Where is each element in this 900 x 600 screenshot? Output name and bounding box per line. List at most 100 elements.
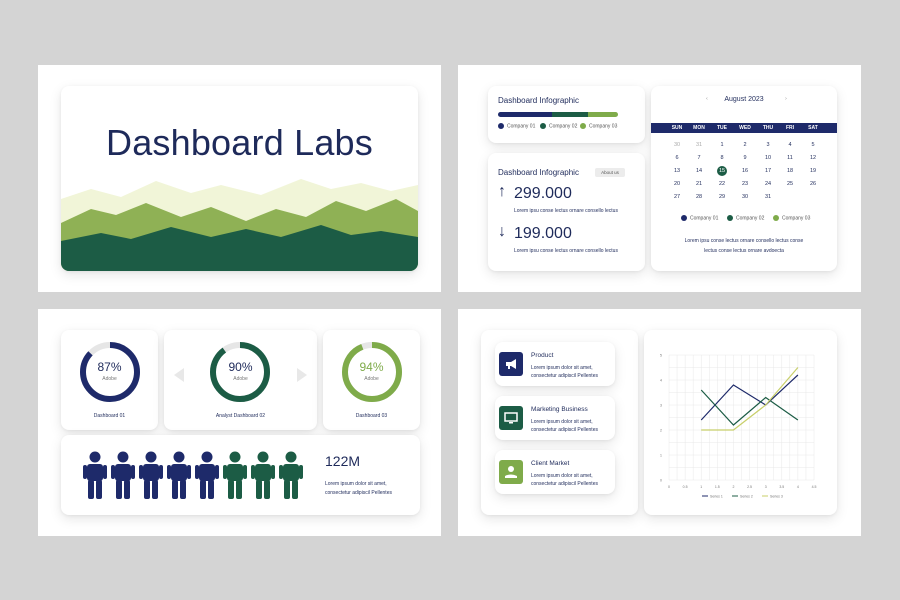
weekday: SAT — [808, 125, 818, 131]
calendar-day[interactable]: 27 — [673, 194, 681, 200]
infographic-bar-card: Dashboard Infographic Company 01 Company… — [488, 86, 645, 143]
series-line — [701, 367, 799, 431]
calendar-day[interactable]: 18 — [786, 168, 794, 174]
weekday: THU — [762, 125, 774, 131]
calendar-day[interactable]: 9 — [743, 155, 747, 161]
calendar-day[interactable]: 3 — [766, 142, 770, 148]
calendar-caption-line1: Lorem ipsu conse lectus ornare consello … — [684, 238, 804, 244]
people-text-line1: Lorem ipsum dolor sit amet, — [325, 481, 387, 487]
bar-segment-company-01 — [498, 112, 552, 117]
feature-title: Product — [531, 352, 554, 359]
legend-item: Company 02 — [727, 215, 764, 221]
card-title: Dashboard Infographic — [498, 168, 579, 177]
y-tick-label: 2 — [660, 429, 662, 433]
people-text-line2: consectetur adipiscil Pellentes — [325, 490, 392, 496]
donut-chart — [210, 342, 270, 402]
person-icon — [139, 451, 163, 504]
x-tick-label: 1 — [700, 485, 702, 489]
weekday: FRI — [785, 125, 795, 131]
line-chart-card: 0 1 2 3 4 5 0 0.5 1 1.5 2 2.5 3 3.5 4 4.5 Series 1 Series… — [644, 330, 837, 515]
donut-caption: Analyst Dashboard 02 — [215, 413, 266, 419]
calendar-day[interactable]: 25 — [786, 181, 794, 187]
page-title: Dashboard Labs — [106, 122, 373, 163]
weekday: SUN — [671, 125, 683, 131]
donut-card-1: 87% Adobe Dashboard 01 — [61, 330, 158, 430]
next-month-icon[interactable]: › — [785, 96, 787, 102]
calendar-day[interactable]: 30 — [741, 194, 749, 200]
up-text: Lorem ipsu conse lectus ornare consello … — [514, 208, 618, 214]
donut-sub: Adobe — [102, 376, 117, 382]
legend-label: Series 2 — [740, 495, 753, 499]
card-title: Dashboard Infographic — [498, 96, 579, 105]
calendar-card: ‹ August 2023 › SUN MON TUE WED THU FRI … — [651, 86, 837, 271]
weekday: MON — [693, 125, 705, 131]
about-us-button[interactable]: About us — [595, 168, 625, 177]
down-value: 199.000 — [514, 225, 572, 242]
people-value: 122M — [325, 453, 361, 469]
calendar-day[interactable]: 20 — [673, 181, 681, 187]
slide-features-chart: Product Lorem ipsum dolor sit amet, conse… — [458, 309, 861, 536]
calendar-day[interactable]: 19 — [809, 168, 817, 174]
calendar-day[interactable]: 12 — [809, 155, 817, 161]
up-value: 299.000 — [514, 185, 572, 202]
calendar-day[interactable]: 30 — [673, 142, 681, 148]
calendar-day[interactable]: 26 — [809, 181, 817, 187]
calendar-day[interactable]: 5 — [811, 142, 815, 148]
calendar-day[interactable]: 4 — [788, 142, 792, 148]
bar-segment-company-02 — [552, 112, 588, 117]
x-tick-label: 3.5 — [779, 485, 784, 489]
calendar-day[interactable]: 31 — [764, 194, 772, 200]
calendar-caption-line2: lectus conse lectus ornare avdoecta — [704, 248, 784, 254]
calendar-day[interactable]: 16 — [741, 168, 749, 174]
calendar-day[interactable]: 1 — [720, 142, 724, 148]
prev-month-icon[interactable]: ‹ — [706, 96, 708, 102]
calendar-day[interactable]: 29 — [718, 194, 726, 200]
person-icon — [195, 451, 219, 504]
donut-chart — [342, 342, 402, 402]
donut-sub: Adobe — [364, 376, 379, 382]
calendar-day[interactable]: 7 — [697, 155, 701, 161]
calendar-day[interactable]: 6 — [675, 155, 679, 161]
y-tick-label: 4 — [660, 379, 662, 383]
series-line — [700, 374, 799, 421]
calendar-day[interactable]: 11 — [787, 155, 793, 161]
donut-chart — [80, 342, 140, 402]
calendar-day[interactable]: 17 — [764, 168, 772, 174]
person-icon — [167, 451, 191, 504]
legend-item: Company 02 — [540, 123, 577, 129]
calendar-day[interactable]: 21 — [695, 181, 703, 187]
feature-text: Lorem ipsum dolor sit amet, consectetur a… — [531, 473, 598, 487]
donut-card-3: 94% Adobe Dashboard 03 — [323, 330, 420, 430]
calendar-day[interactable]: 24 — [764, 181, 772, 187]
arrow-down-icon: ↓ — [498, 223, 506, 240]
calendar-day[interactable]: 8 — [720, 155, 724, 161]
calendar-day[interactable]: 10 — [764, 155, 772, 161]
calendar-weekday-header: SUN MON TUE WED THU FRI SAT — [651, 123, 837, 133]
calendar-day[interactable]: 22 — [718, 181, 726, 187]
feature-title: Marketing Business — [531, 406, 588, 413]
calendar-day[interactable]: 15 — [717, 166, 727, 176]
calendar-day[interactable]: 13 — [673, 168, 681, 174]
legend-item: Company 03 — [773, 215, 810, 221]
slide-infographic: Dashboard Infographic Company 01 Company… — [458, 65, 861, 292]
legend-label: Series 1 — [710, 495, 723, 499]
x-tick-label: 0.5 — [683, 485, 688, 489]
calendar-day[interactable]: 23 — [741, 181, 749, 187]
prev-arrow-icon[interactable] — [174, 368, 184, 382]
donut-percent: 87% — [97, 360, 122, 374]
donut-caption: Dashboard 03 — [355, 413, 388, 419]
calendar-day[interactable]: 14 — [695, 168, 703, 174]
x-tick-label: 4 — [797, 485, 799, 489]
next-arrow-icon[interactable] — [297, 368, 307, 382]
calendar-day[interactable]: 2 — [743, 142, 747, 148]
x-tick-label: 3 — [765, 485, 767, 489]
legend-item: Company 01 — [498, 123, 535, 129]
feature-card-client: Client Market Lorem ipsum dolor sit amet… — [495, 450, 615, 494]
calendar-day[interactable]: 28 — [695, 194, 703, 200]
donut-percent: 90% — [228, 360, 253, 374]
calendar-day[interactable]: 31 — [695, 142, 703, 148]
legend-item: Company 01 — [681, 215, 718, 221]
person-icon — [251, 451, 275, 504]
y-tick-label: 0 — [660, 479, 662, 483]
feature-card-marketing: Marketing Business Lorem ipsum dolor sit… — [495, 396, 615, 440]
